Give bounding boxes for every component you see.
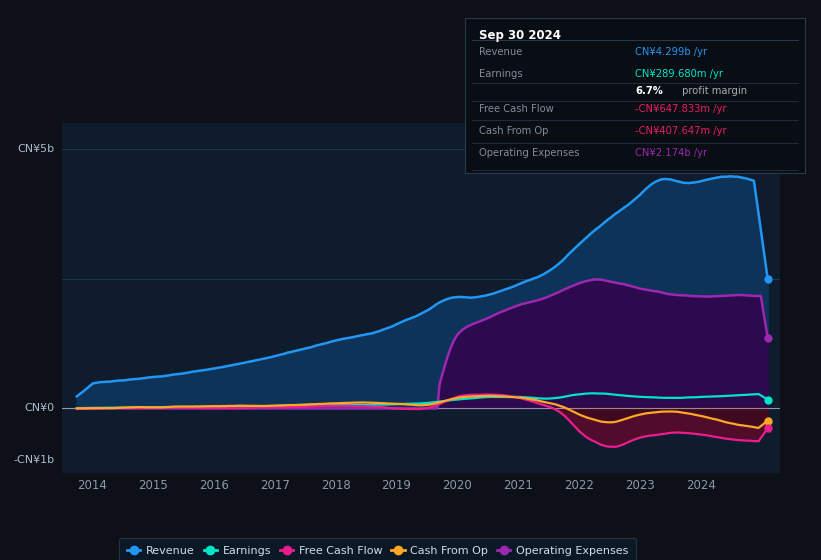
Text: Sep 30 2024: Sep 30 2024	[479, 29, 561, 42]
Text: CN¥2.174b /yr: CN¥2.174b /yr	[635, 148, 707, 158]
Text: -CN¥407.647m /yr: -CN¥407.647m /yr	[635, 126, 727, 136]
Text: -CN¥1b: -CN¥1b	[13, 455, 54, 465]
Text: profit margin: profit margin	[679, 86, 747, 96]
Text: CN¥5b: CN¥5b	[17, 144, 54, 154]
Text: 6.7%: 6.7%	[635, 86, 663, 96]
Text: -CN¥647.833m /yr: -CN¥647.833m /yr	[635, 105, 727, 114]
Text: Cash From Op: Cash From Op	[479, 126, 548, 136]
Text: Operating Expenses: Operating Expenses	[479, 148, 579, 158]
Text: Free Cash Flow: Free Cash Flow	[479, 105, 553, 114]
Legend: Revenue, Earnings, Free Cash Flow, Cash From Op, Operating Expenses: Revenue, Earnings, Free Cash Flow, Cash …	[119, 538, 636, 560]
Text: CN¥4.299b /yr: CN¥4.299b /yr	[635, 47, 707, 57]
Text: CN¥289.680m /yr: CN¥289.680m /yr	[635, 69, 723, 79]
Text: Earnings: Earnings	[479, 69, 522, 79]
Text: CN¥0: CN¥0	[25, 403, 54, 413]
Text: Revenue: Revenue	[479, 47, 522, 57]
